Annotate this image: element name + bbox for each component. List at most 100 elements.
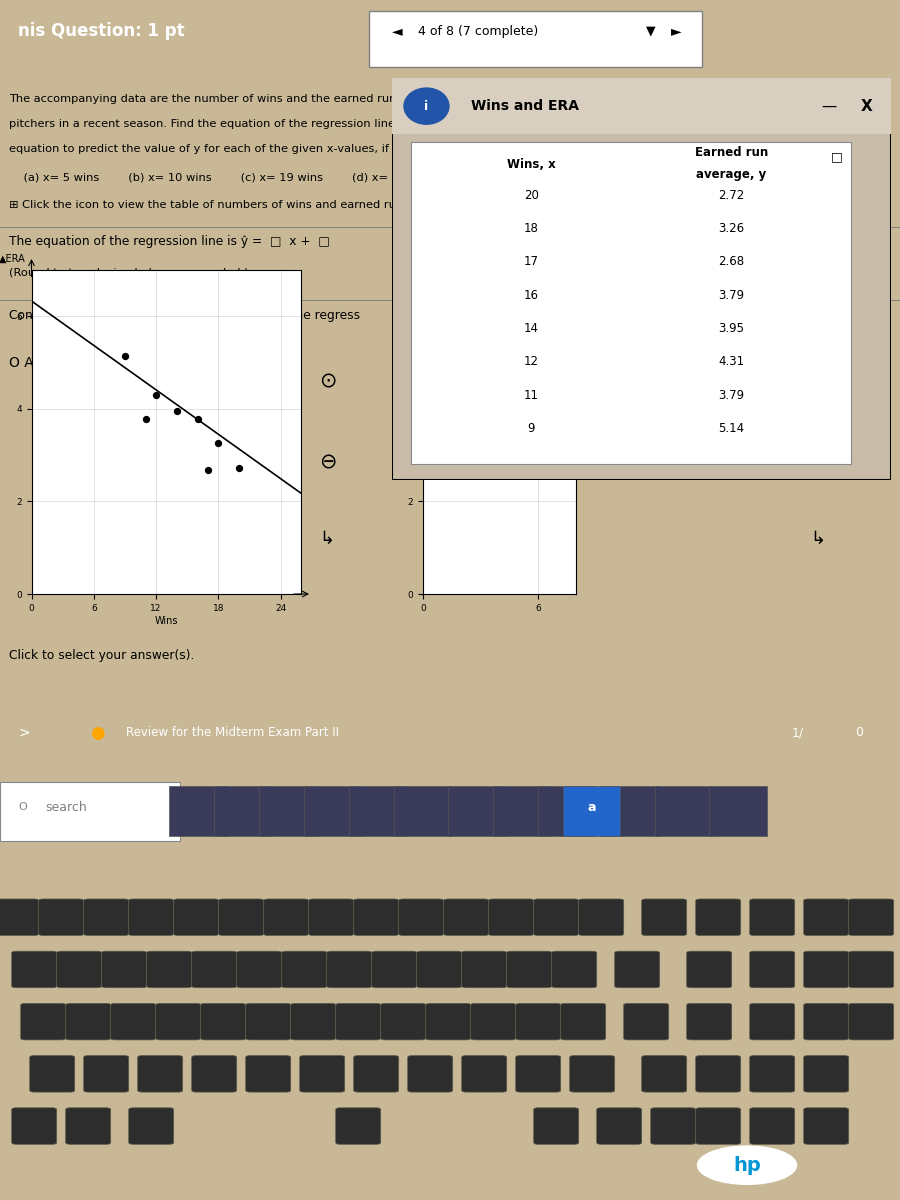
FancyBboxPatch shape — [426, 1003, 471, 1040]
FancyBboxPatch shape — [849, 1003, 894, 1040]
FancyBboxPatch shape — [750, 952, 795, 988]
Text: 3.26: 3.26 — [718, 222, 744, 235]
FancyBboxPatch shape — [493, 786, 551, 836]
FancyBboxPatch shape — [147, 952, 192, 988]
FancyBboxPatch shape — [448, 786, 506, 836]
Point — [232, 458, 247, 478]
Text: Construct a scatter plot of the data and draw the regress: Construct a scatter plot of the data and… — [9, 308, 360, 322]
FancyBboxPatch shape — [66, 1108, 111, 1145]
Text: O A.: O A. — [9, 355, 38, 370]
FancyBboxPatch shape — [300, 1056, 345, 1092]
Text: nis Question: 1 pt: nis Question: 1 pt — [18, 22, 184, 40]
FancyBboxPatch shape — [444, 899, 489, 936]
FancyBboxPatch shape — [309, 899, 354, 936]
Point — [170, 402, 184, 421]
FancyBboxPatch shape — [84, 899, 129, 936]
Circle shape — [698, 1146, 796, 1184]
Text: i: i — [425, 100, 428, 113]
FancyBboxPatch shape — [39, 899, 84, 936]
FancyBboxPatch shape — [849, 952, 894, 988]
Text: 20: 20 — [524, 188, 539, 202]
Text: Review for the Midterm Exam Part II: Review for the Midterm Exam Part II — [126, 726, 339, 739]
FancyBboxPatch shape — [696, 1056, 741, 1092]
FancyBboxPatch shape — [84, 1056, 129, 1092]
FancyBboxPatch shape — [336, 1108, 381, 1145]
FancyBboxPatch shape — [174, 899, 219, 936]
Text: equation to predict the value of y for each of the given x-values, if meaningful: equation to predict the value of y for e… — [9, 144, 717, 154]
FancyBboxPatch shape — [192, 1056, 237, 1092]
FancyBboxPatch shape — [336, 1003, 381, 1040]
Text: □: □ — [831, 150, 842, 163]
FancyBboxPatch shape — [687, 952, 732, 988]
FancyBboxPatch shape — [570, 1056, 615, 1092]
FancyBboxPatch shape — [246, 1056, 291, 1092]
FancyBboxPatch shape — [304, 786, 362, 836]
FancyBboxPatch shape — [750, 1003, 795, 1040]
FancyBboxPatch shape — [489, 899, 534, 936]
Point — [148, 385, 163, 404]
Text: 1/: 1/ — [792, 726, 804, 739]
FancyBboxPatch shape — [30, 1056, 75, 1092]
Text: ↳: ↳ — [810, 530, 825, 548]
FancyBboxPatch shape — [399, 899, 444, 936]
FancyBboxPatch shape — [534, 1108, 579, 1145]
FancyBboxPatch shape — [696, 1108, 741, 1145]
FancyBboxPatch shape — [282, 952, 327, 988]
Text: Click to select your answer(s).: Click to select your answer(s). — [9, 649, 194, 662]
Point — [201, 461, 215, 480]
FancyBboxPatch shape — [462, 952, 507, 988]
Text: 5.14: 5.14 — [718, 422, 744, 436]
Point — [139, 409, 153, 428]
FancyBboxPatch shape — [408, 1056, 453, 1092]
FancyBboxPatch shape — [534, 899, 579, 936]
FancyBboxPatch shape — [750, 1108, 795, 1145]
FancyBboxPatch shape — [111, 1003, 156, 1040]
Text: (Round to two decimal places as needed.): (Round to two decimal places as needed.) — [9, 269, 248, 278]
FancyBboxPatch shape — [214, 786, 272, 836]
FancyBboxPatch shape — [696, 899, 741, 936]
FancyBboxPatch shape — [804, 1056, 849, 1092]
FancyBboxPatch shape — [601, 786, 659, 836]
Text: 4.31: 4.31 — [718, 355, 744, 368]
FancyBboxPatch shape — [597, 1108, 642, 1145]
Text: Wins and ERA: Wins and ERA — [472, 100, 580, 113]
Text: ⊙: ⊙ — [320, 371, 337, 391]
Text: 17: 17 — [524, 256, 539, 269]
Text: search: search — [45, 800, 86, 814]
FancyBboxPatch shape — [516, 1056, 561, 1092]
Text: average, y: average, y — [696, 168, 766, 181]
Text: 3.79: 3.79 — [718, 289, 744, 301]
FancyBboxPatch shape — [129, 1108, 174, 1145]
Text: 2.72: 2.72 — [718, 188, 744, 202]
Text: 12: 12 — [524, 355, 539, 368]
FancyBboxPatch shape — [372, 952, 417, 988]
FancyBboxPatch shape — [624, 1003, 669, 1040]
FancyBboxPatch shape — [750, 1056, 795, 1092]
FancyBboxPatch shape — [0, 899, 39, 936]
FancyBboxPatch shape — [655, 786, 713, 836]
FancyBboxPatch shape — [642, 899, 687, 936]
FancyBboxPatch shape — [651, 1108, 696, 1145]
FancyBboxPatch shape — [381, 1003, 426, 1040]
Text: ●: ● — [90, 724, 104, 742]
FancyBboxPatch shape — [0, 782, 180, 840]
FancyBboxPatch shape — [804, 1003, 849, 1040]
FancyBboxPatch shape — [507, 952, 552, 988]
FancyBboxPatch shape — [562, 786, 620, 836]
Text: 3.95: 3.95 — [718, 322, 744, 335]
Text: 2.68: 2.68 — [718, 256, 744, 269]
Text: O: O — [18, 802, 27, 812]
FancyBboxPatch shape — [538, 786, 596, 836]
Text: ⊞ Click the icon to view the table of numbers of wins and earned run average.: ⊞ Click the icon to view the table of nu… — [9, 199, 457, 210]
FancyBboxPatch shape — [687, 1003, 732, 1040]
Text: >: > — [18, 726, 30, 739]
Text: 18: 18 — [524, 222, 539, 235]
FancyBboxPatch shape — [411, 143, 851, 464]
FancyBboxPatch shape — [237, 952, 282, 988]
FancyBboxPatch shape — [417, 952, 462, 988]
FancyBboxPatch shape — [709, 786, 767, 836]
FancyBboxPatch shape — [138, 1056, 183, 1092]
Text: a: a — [587, 800, 596, 814]
FancyBboxPatch shape — [259, 786, 317, 836]
FancyBboxPatch shape — [369, 11, 702, 67]
